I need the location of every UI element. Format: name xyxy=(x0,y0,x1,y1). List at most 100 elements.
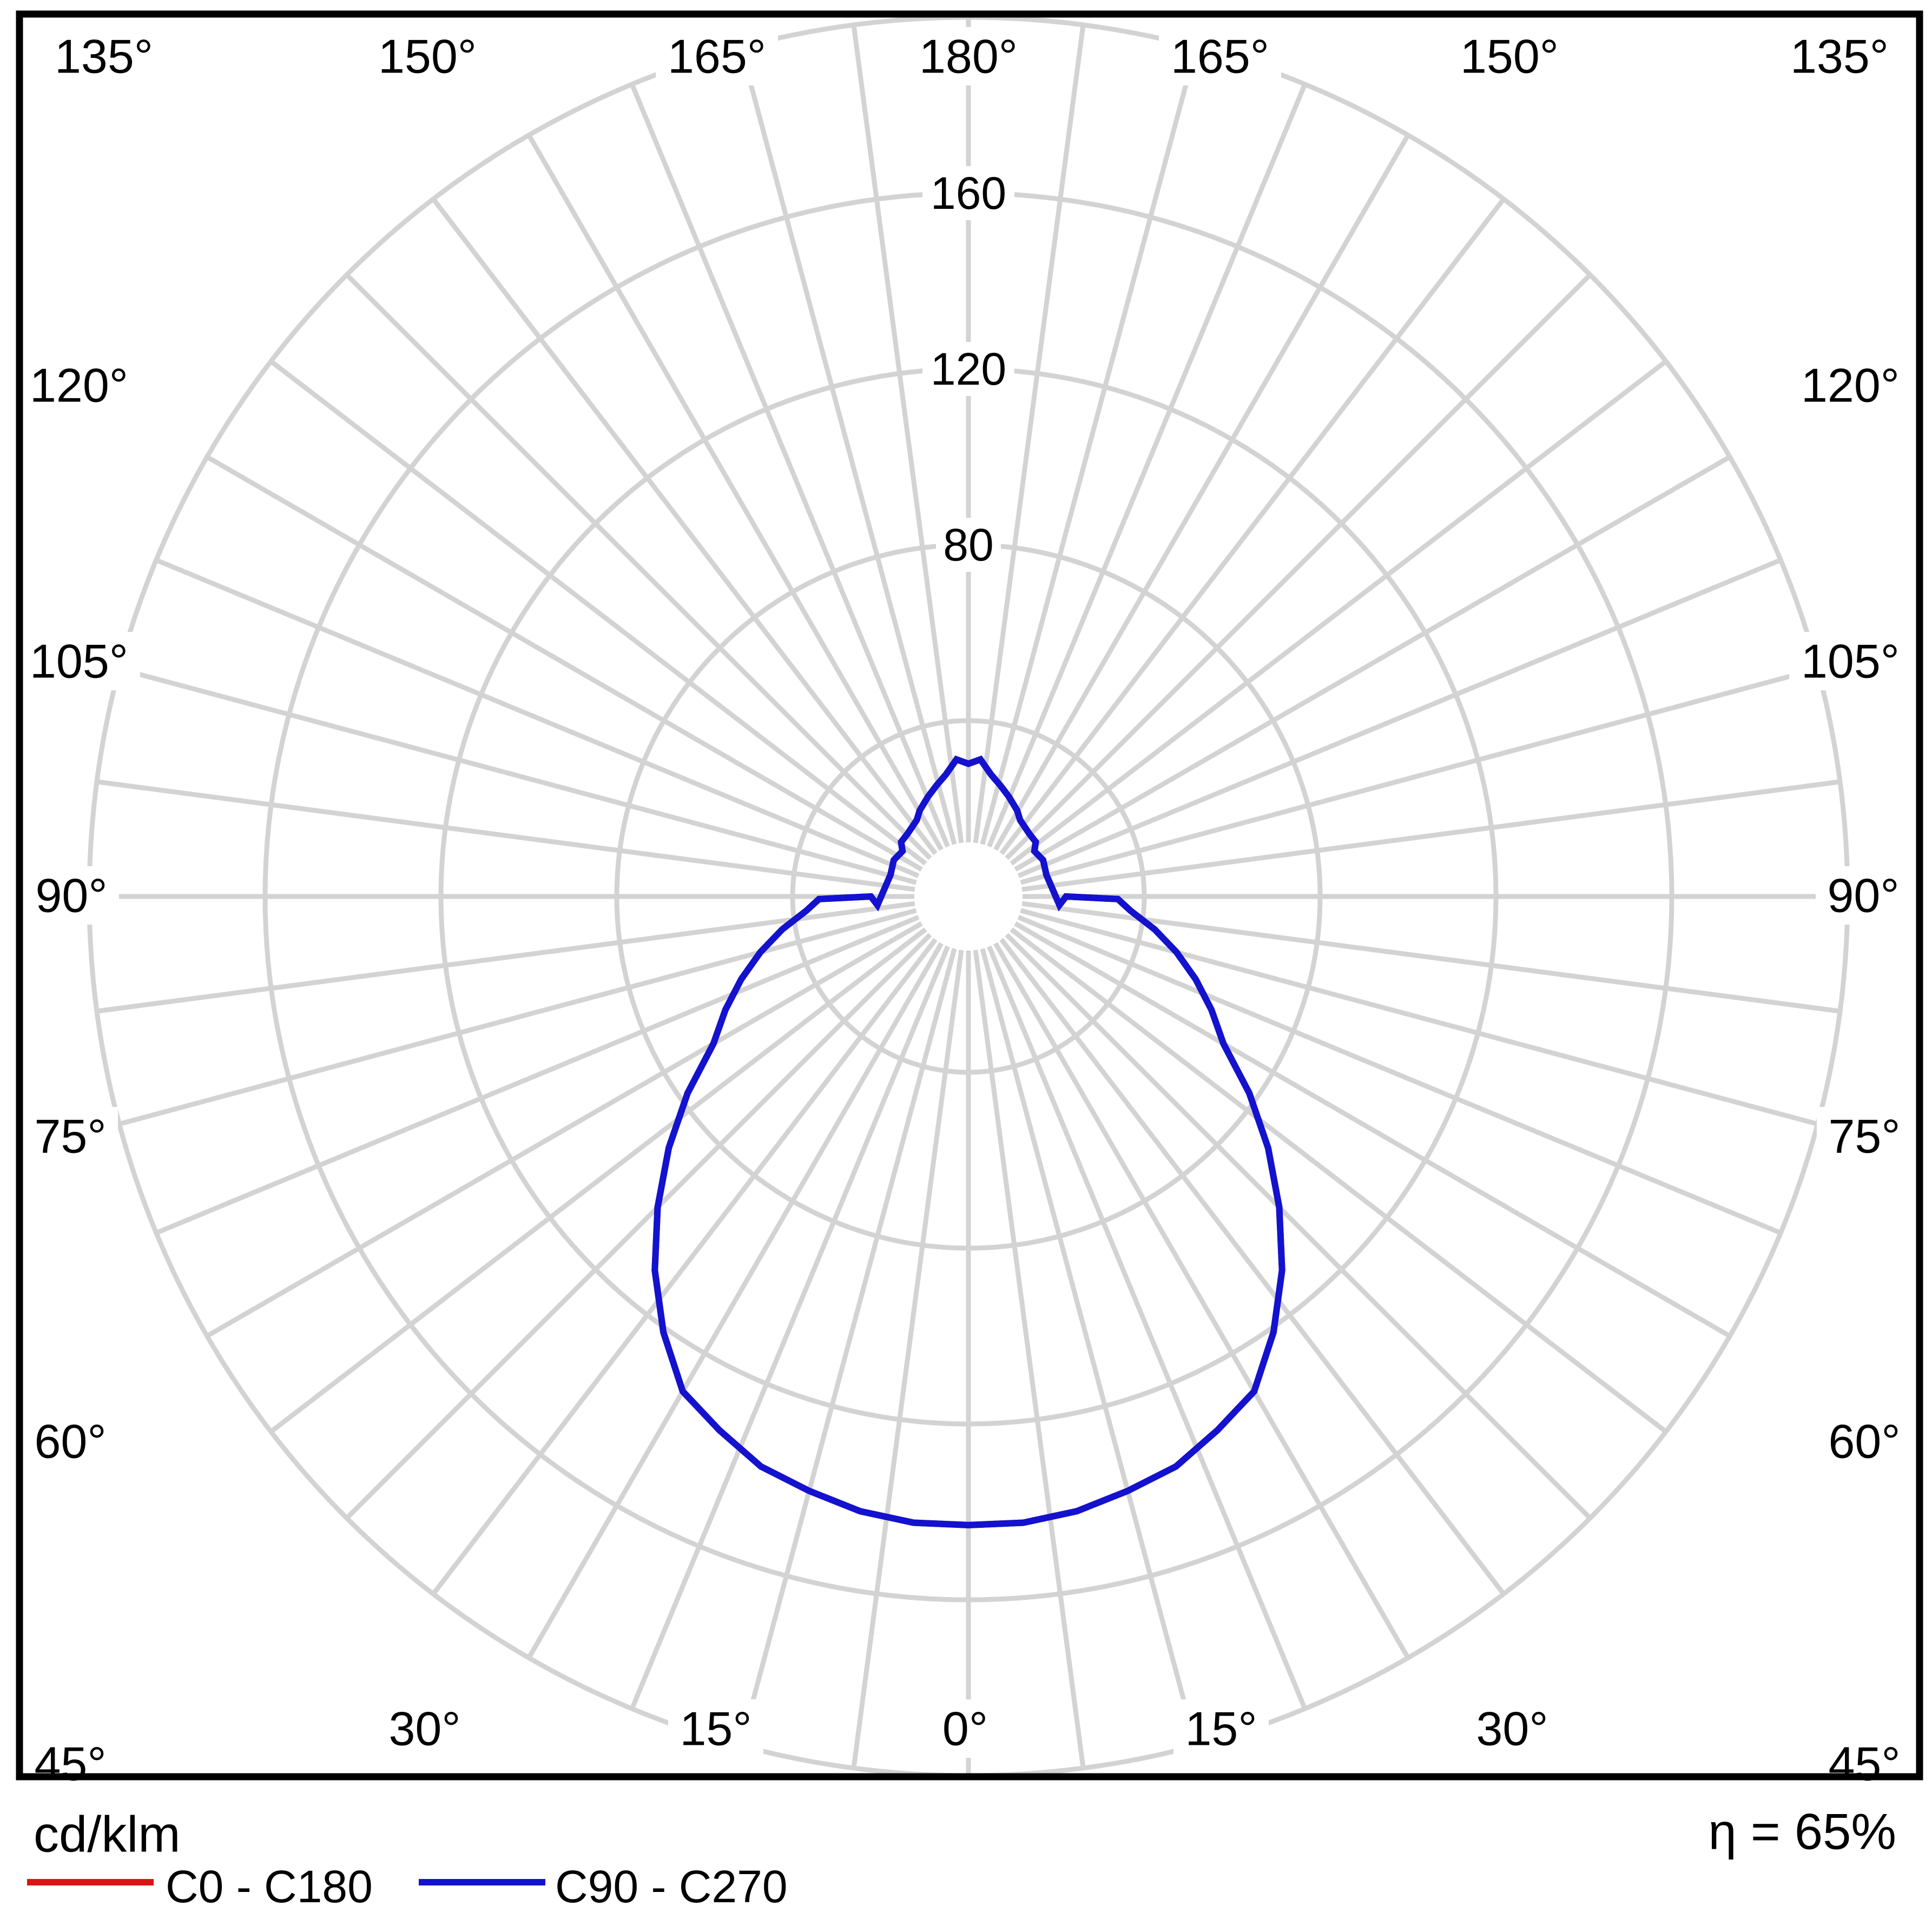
angle-label: 75° xyxy=(1828,1110,1900,1163)
angle-label: 135° xyxy=(55,30,153,83)
angle-label-background xyxy=(1789,632,1911,690)
angle-label: 90° xyxy=(35,869,107,922)
legend-label-1: C90 - C270 xyxy=(555,1861,788,1912)
ring-label-background xyxy=(922,166,1014,220)
polar-spoke xyxy=(1010,359,1667,866)
polar-spoke xyxy=(431,938,938,1595)
footer: cd/klm η = 65% C0 - C180 C90 - C270 xyxy=(27,1803,1896,1912)
angle-label-background xyxy=(1173,1699,1269,1758)
polar-spoke xyxy=(345,933,932,1520)
ring-label: 80 xyxy=(943,519,993,570)
ring-label-background xyxy=(936,518,1001,572)
polar-spoke xyxy=(629,945,950,1710)
angle-label-background xyxy=(377,1699,472,1758)
axis-labels: 135° 150° 165° 180° 165° 150° 135° 120° 120° 105°… xyxy=(18,27,1912,1793)
angle-label: 60° xyxy=(1828,1415,1900,1468)
angle-label: 15° xyxy=(680,1702,751,1756)
polar-spoke xyxy=(118,667,917,885)
polar-spoke xyxy=(155,915,920,1236)
polar-spoke xyxy=(999,197,1506,855)
polar-spoke xyxy=(96,779,915,892)
angle-label-background xyxy=(23,1735,118,1793)
angle-label: 105° xyxy=(30,635,128,688)
angle-label-background xyxy=(668,1699,763,1758)
angle-label: 15° xyxy=(1185,1702,1257,1756)
polar-spoke xyxy=(1010,927,1667,1434)
angle-label-background xyxy=(1448,27,1571,85)
angle-label-background xyxy=(1817,1412,1912,1471)
polar-spoke xyxy=(973,24,1086,843)
angle-label-background xyxy=(18,356,140,414)
angle-label: 30° xyxy=(1476,1702,1548,1756)
angle-label-background xyxy=(24,866,119,925)
diagram-frame xyxy=(16,10,1923,1781)
ring-label: 160 xyxy=(931,168,1006,219)
polar-spoke xyxy=(1020,908,1818,1126)
polar-spoke xyxy=(206,921,923,1338)
polar-spoke xyxy=(851,24,964,843)
legend-label-0: C0 - C180 xyxy=(166,1861,373,1912)
polar-spoke xyxy=(738,948,957,1746)
polar-spoke xyxy=(1021,779,1841,892)
angle-label-background xyxy=(656,27,778,85)
polar-spoke xyxy=(993,942,1410,1659)
angle-label-background xyxy=(1778,27,1901,85)
polar-spoke xyxy=(96,901,915,1014)
angle-label: 165° xyxy=(1171,30,1269,83)
angle-label: 120° xyxy=(30,359,128,412)
polar-spoke xyxy=(269,359,927,866)
polar-spoke xyxy=(1014,454,1731,872)
polar-spoke xyxy=(993,134,1410,851)
unit-label: cd/klm xyxy=(34,1806,181,1863)
angle-label: 60° xyxy=(34,1415,106,1468)
polar-spoke xyxy=(118,908,917,1126)
angle-label: 120° xyxy=(1801,359,1900,412)
angle-label-background xyxy=(23,1107,118,1165)
angle-label: 135° xyxy=(1790,30,1889,83)
polar-spoke xyxy=(1017,915,1782,1236)
angle-label: 180° xyxy=(919,30,1018,83)
polar-spoke xyxy=(1014,921,1731,1338)
angle-label-background xyxy=(1159,27,1281,85)
polar-spoke xyxy=(1005,273,1592,860)
polar-spoke xyxy=(987,945,1308,1710)
polar-spoke xyxy=(987,83,1308,848)
polar-spoke xyxy=(738,47,957,845)
polar-spoke xyxy=(980,948,1198,1746)
angle-label-background xyxy=(1816,866,1911,925)
polar-spoke xyxy=(851,949,964,1769)
angle-label-background xyxy=(931,1699,999,1758)
angle-label: 150° xyxy=(1460,30,1559,83)
angle-label-background xyxy=(366,27,489,85)
angle-label: 30° xyxy=(388,1702,460,1756)
angle-label: 150° xyxy=(378,30,477,83)
angle-label-background xyxy=(1817,1107,1912,1165)
polar-spoke xyxy=(1017,557,1782,878)
angle-label: 45° xyxy=(34,1737,106,1791)
angle-label: 0° xyxy=(942,1702,988,1756)
angle-label: 105° xyxy=(1801,635,1900,688)
polar-spoke xyxy=(629,83,950,848)
angle-label: 90° xyxy=(1827,869,1899,922)
polar-spoke xyxy=(1005,933,1592,1520)
polar-grid xyxy=(87,15,1850,1778)
efficiency-value: η = 65% xyxy=(1708,1803,1896,1860)
polar-spoke xyxy=(269,927,927,1434)
ring-label-background xyxy=(922,342,1014,396)
angle-label-background xyxy=(23,1412,118,1471)
polar-spoke xyxy=(431,197,938,855)
polar-spoke xyxy=(526,134,944,851)
angle-label-background xyxy=(43,27,165,85)
distribution-curves xyxy=(651,755,1285,1528)
polar-spoke xyxy=(526,942,944,1659)
ring-label: 120 xyxy=(931,344,1006,394)
angle-label: 165° xyxy=(668,30,766,83)
angle-label-background xyxy=(907,27,1030,85)
angle-label-background xyxy=(1465,1699,1560,1758)
angle-label-background xyxy=(1817,1735,1912,1793)
polar-spoke xyxy=(999,938,1506,1595)
polar-spoke xyxy=(973,949,1086,1769)
angle-label-background xyxy=(1789,356,1911,414)
